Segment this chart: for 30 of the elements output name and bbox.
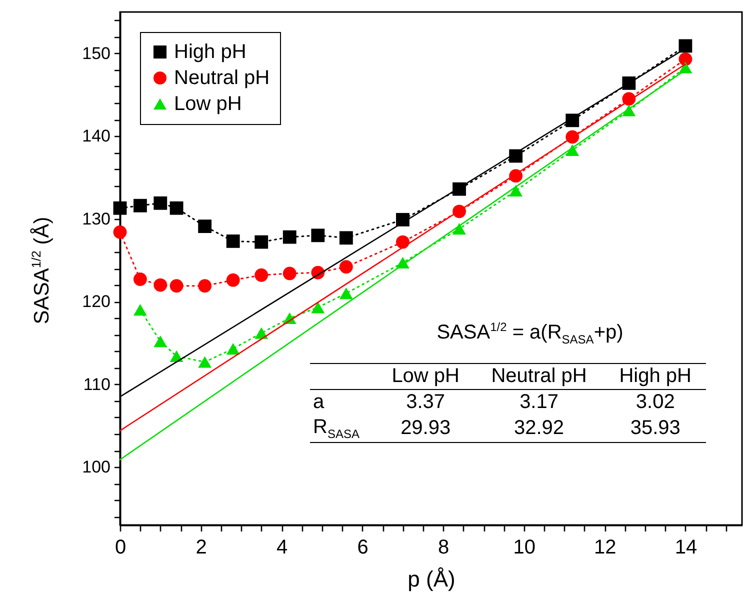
annotation: 3.17 bbox=[518, 390, 560, 415]
y-tick-label: 150 bbox=[82, 44, 110, 63]
x-tick-label: 6 bbox=[357, 536, 368, 558]
legend-label: Low pH bbox=[174, 93, 242, 115]
y-tick-label: 110 bbox=[83, 374, 110, 394]
x-tick-label: 0 bbox=[114, 536, 126, 558]
annotation: Neutral pH bbox=[473, 363, 605, 390]
annotation: 3.02 bbox=[634, 390, 676, 415]
annotation: R$_{SASA}$ bbox=[312, 414, 360, 442]
y-tick-label: 100 bbox=[82, 458, 110, 477]
y-tick-label: 120 bbox=[82, 292, 110, 312]
x-tick-label: 10 bbox=[513, 536, 536, 558]
annotation: a bbox=[312, 390, 326, 415]
legend-label: Neutral pH bbox=[174, 67, 270, 89]
x-tick-label: 14 bbox=[674, 536, 698, 558]
annotation: 3.37 bbox=[405, 390, 446, 415]
x-tick-label: 12 bbox=[594, 536, 616, 558]
annotation: 29.93 bbox=[400, 416, 452, 441]
x-tick-label: 2 bbox=[196, 536, 207, 558]
annotation: High pH bbox=[604, 363, 706, 390]
x-tick-label: 8 bbox=[438, 536, 450, 558]
annotation: Low pH bbox=[378, 363, 474, 390]
x-axis-title: p (Å) bbox=[408, 566, 456, 592]
annotation: 35.93 bbox=[629, 416, 682, 441]
annotation: 32.92 bbox=[513, 416, 566, 441]
annotation: SASA$^{1/2}$ = a(R$_{SASA}$+p) bbox=[436, 320, 624, 347]
x-tick-label: 4 bbox=[276, 536, 288, 558]
y-tick-label: 140 bbox=[82, 126, 110, 146]
legend-label: High pH bbox=[174, 41, 246, 63]
y-tick-label: 130 bbox=[82, 209, 110, 228]
